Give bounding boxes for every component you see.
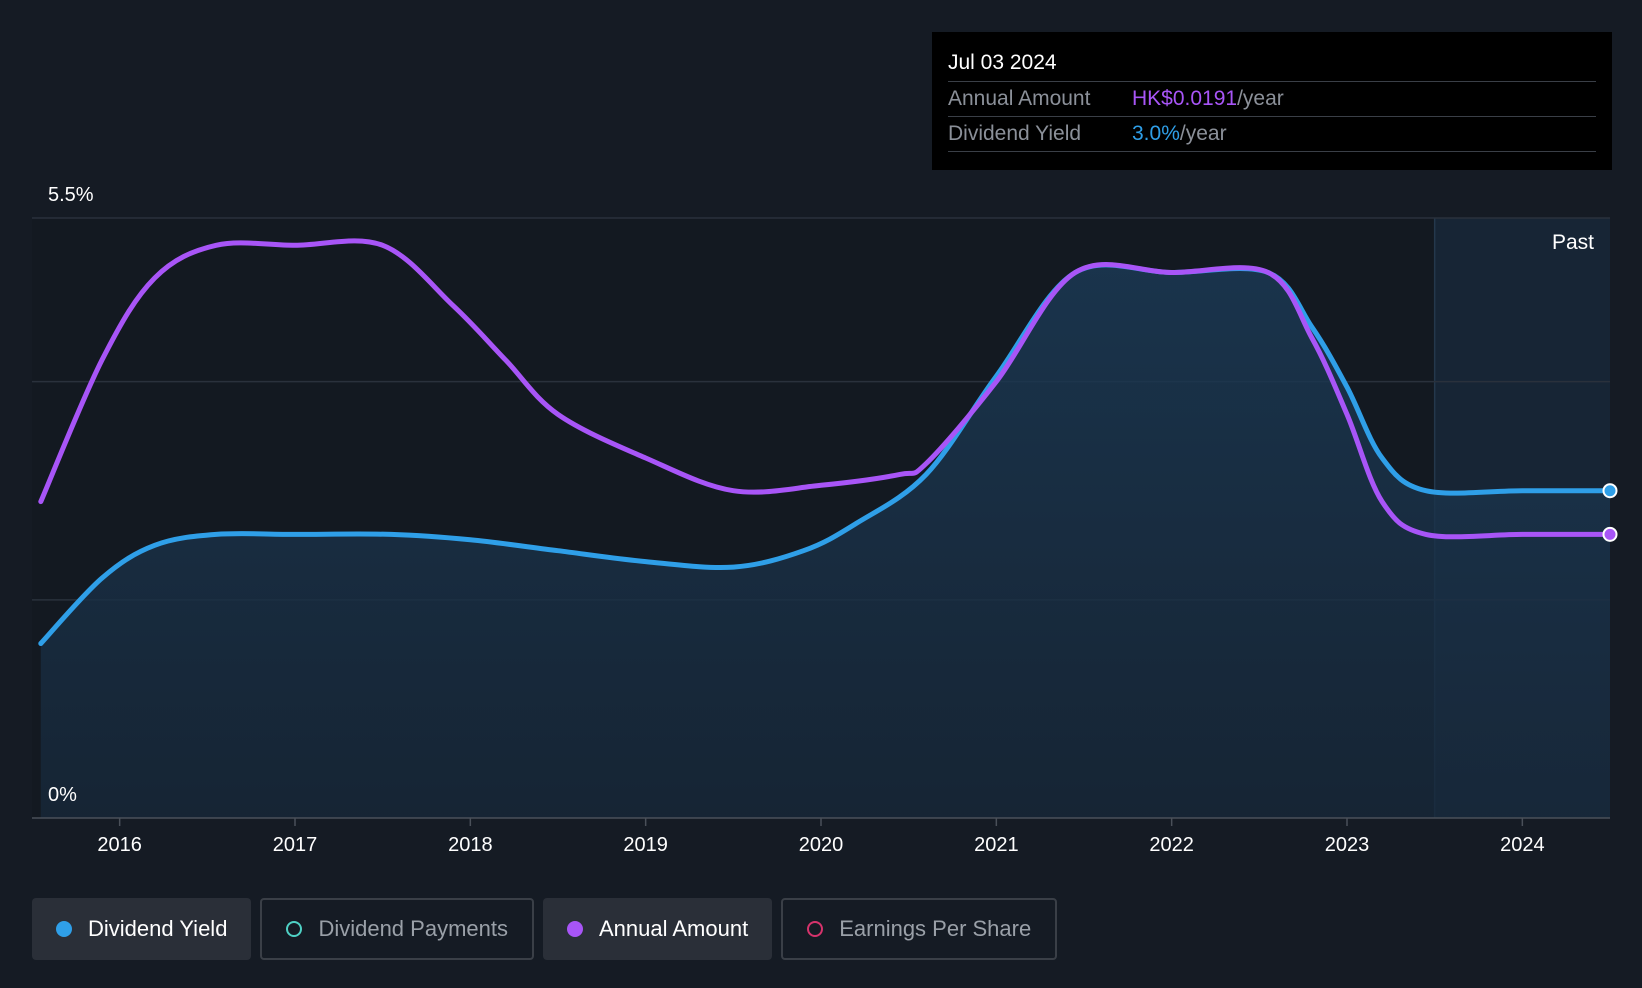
tooltip-value: HK$0.0191 bbox=[1132, 87, 1238, 110]
tooltip-unit: /year bbox=[1237, 87, 1284, 110]
x-tick-label: 2018 bbox=[448, 834, 493, 856]
dividend-yield-dot-icon bbox=[56, 921, 72, 937]
dividend-yield-line bbox=[38, 262, 1613, 646]
legend-label: Annual Amount bbox=[598, 916, 749, 941]
dividend-yield-area bbox=[40, 264, 1610, 818]
x-tick-label: 2021 bbox=[974, 834, 1019, 856]
y-top-label: 5.5% bbox=[48, 184, 94, 206]
legend-label: Dividend Payments bbox=[318, 916, 508, 941]
legend-dividend-yield-button[interactable]: Dividend Yield bbox=[32, 898, 252, 960]
earnings-per-share-ring-icon bbox=[807, 921, 824, 937]
x-tick-label: 2020 bbox=[799, 834, 844, 856]
tooltip-row-dividend-yield: Dividend Yield 3.0% /year bbox=[948, 117, 1596, 152]
dividend-yield-end-marker bbox=[1602, 483, 1618, 499]
tooltip-panel: Jul 03 2024 Annual Amount HK$0.0191 /yea… bbox=[932, 32, 1612, 170]
annual-amount-line bbox=[38, 238, 1613, 540]
tooltip-label: Annual Amount bbox=[948, 87, 1091, 110]
x-tick-label: 2016 bbox=[97, 834, 142, 856]
x-tick-label: 2022 bbox=[1149, 834, 1194, 856]
tooltip-unit: /year bbox=[1179, 122, 1227, 145]
x-tick-label: 2023 bbox=[1325, 834, 1370, 856]
chart-legend: Dividend Yield Dividend Payments Annual … bbox=[32, 898, 1058, 960]
tooltip-date: Jul 03 2024 bbox=[948, 48, 1596, 82]
past-label: Past bbox=[1552, 231, 1594, 254]
legend-label: Dividend Yield bbox=[88, 916, 228, 941]
tooltip-value: 3.0% bbox=[1132, 122, 1180, 145]
x-tick-label: 2017 bbox=[273, 834, 318, 856]
legend-annual-amount-button[interactable]: Annual Amount bbox=[542, 898, 773, 960]
dividend-payments-ring-icon bbox=[286, 921, 303, 937]
tooltip-label: Dividend Yield bbox=[948, 122, 1082, 145]
x-tick-label: 2019 bbox=[623, 834, 668, 856]
legend-earnings-per-share-button[interactable]: Earnings Per Share bbox=[781, 898, 1058, 960]
legend-label: Earnings Per Share bbox=[839, 916, 1032, 941]
tooltip-row-annual-amount: Annual Amount HK$0.0191 /year bbox=[948, 82, 1596, 117]
annual-amount-end-marker bbox=[1602, 526, 1618, 542]
x-tick-label: 2024 bbox=[1500, 834, 1545, 856]
annual-amount-dot-icon bbox=[566, 921, 583, 937]
legend-dividend-payments-button[interactable]: Dividend Payments bbox=[260, 898, 534, 960]
y-bottom-label: 0% bbox=[48, 784, 77, 806]
